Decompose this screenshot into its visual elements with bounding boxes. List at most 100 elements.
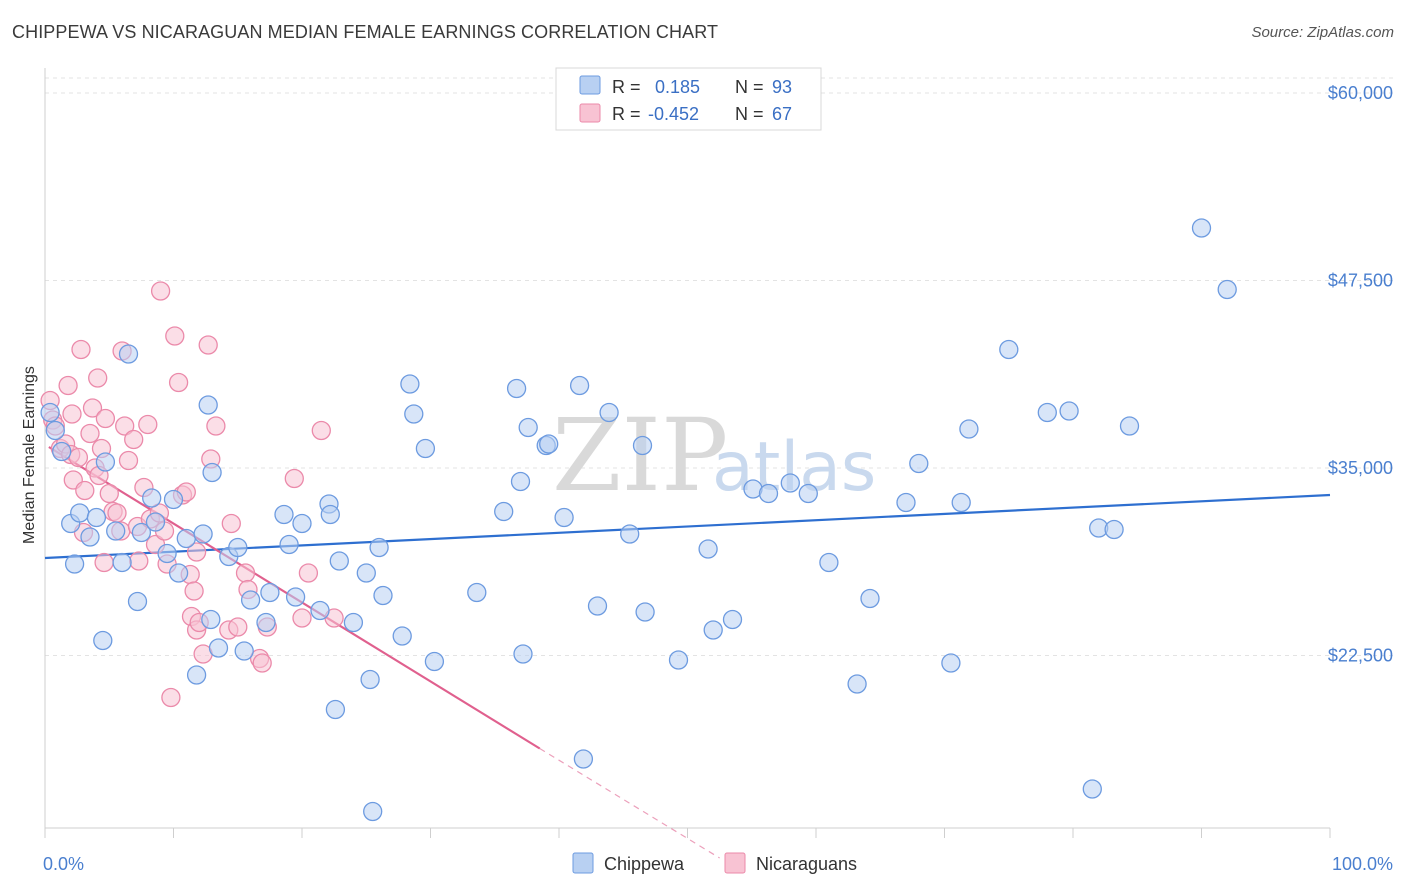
chippewa-point-37 xyxy=(310,600,330,621)
nicaraguan-point-28 xyxy=(124,429,144,450)
chippewa-point-86 xyxy=(1037,402,1057,423)
y-tick-labels: $22,500 $35,000 $47,500 $60,000 xyxy=(1328,83,1393,666)
chippewa-point-14 xyxy=(131,522,152,543)
chippewa-point-35 xyxy=(285,587,306,607)
chippewa-point-85 xyxy=(999,339,1019,360)
legend-swatch-nicaraguan xyxy=(579,103,601,123)
nicaraguan-points xyxy=(40,281,344,708)
chippewa-point-25 xyxy=(202,462,222,483)
chippewa-point-24 xyxy=(201,609,221,630)
chippewa-trend-line xyxy=(44,493,1331,560)
nicaraguan-point-27 xyxy=(118,450,139,471)
chippewa-point-62 xyxy=(569,375,590,396)
legend-r-label-chippewa: R = xyxy=(612,77,641,97)
chippewa-point-49 xyxy=(400,374,420,394)
watermark-zip: ZIP xyxy=(552,397,728,514)
chippewa-point-6 xyxy=(80,527,100,547)
chippewa-points xyxy=(40,218,1237,822)
chippewa-point-65 xyxy=(599,402,619,423)
chippewa-point-2 xyxy=(52,441,72,462)
stats-legend: R = 0.185 N = 93 R = -0.452 N = 67 xyxy=(555,67,822,131)
nicaraguan-point-23 xyxy=(107,503,127,523)
chippewa-point-50 xyxy=(404,404,424,424)
chippewa-point-58 xyxy=(510,471,531,492)
legend-n-label-nicaraguan: N = xyxy=(735,104,764,124)
chippewa-point-29 xyxy=(234,641,254,661)
chippewa-point-41 xyxy=(325,699,346,720)
chippewa-point-87 xyxy=(1059,401,1079,421)
chippewa-point-1 xyxy=(45,420,65,441)
chippewa-point-42 xyxy=(343,612,364,633)
nicaraguan-point-21 xyxy=(99,483,119,504)
nicaraguan-point-55 xyxy=(221,513,241,534)
chippewa-point-47 xyxy=(373,585,393,606)
chippewa-point-46 xyxy=(369,537,389,558)
nicaraguan-point-41 xyxy=(168,372,189,393)
chippewa-point-48 xyxy=(392,626,412,646)
chippewa-point-43 xyxy=(356,563,376,583)
nicaraguan-point-16 xyxy=(88,368,108,388)
chippewa-point-20 xyxy=(176,528,196,549)
nicaraguan-point-13 xyxy=(80,423,100,444)
nicaraguan-point-10 xyxy=(71,339,91,360)
chippewa-point-5 xyxy=(70,503,90,523)
chippewa-point-90 xyxy=(1104,519,1124,540)
nicaraguan-point-14 xyxy=(82,398,103,418)
chippewa-point-44 xyxy=(360,669,380,690)
nicaraguan-point-9 xyxy=(68,447,89,468)
chippewa-point-63 xyxy=(573,749,594,769)
legend-r-value-nicaraguan: -0.452 xyxy=(648,104,699,124)
chippewa-point-17 xyxy=(157,543,177,564)
chippewa-point-68 xyxy=(635,602,655,622)
chippewa-point-74 xyxy=(758,483,779,504)
chippewa-point-18 xyxy=(163,489,184,510)
chippewa-point-67 xyxy=(632,435,653,456)
chippewa-point-12 xyxy=(118,344,139,364)
chippewa-point-15 xyxy=(142,488,162,508)
chippewa-point-16 xyxy=(145,512,166,532)
chippewa-point-33 xyxy=(274,504,294,525)
chippewa-point-21 xyxy=(186,665,207,685)
chippewa-point-32 xyxy=(260,582,280,603)
watermark-atlas: atlas xyxy=(712,428,876,507)
x-tick-label-0: 0.0% xyxy=(43,854,84,874)
chippewa-point-78 xyxy=(847,674,867,694)
chippewa-point-88 xyxy=(1082,779,1102,799)
legend-swatch-chippewa xyxy=(579,75,601,95)
series-legend-label-nicaraguan: Nicaraguans xyxy=(756,854,857,874)
nicaraguan-point-39 xyxy=(161,687,181,708)
chippewa-point-40 xyxy=(329,551,349,571)
chippewa-point-45 xyxy=(363,801,383,822)
chippewa-point-77 xyxy=(819,552,839,573)
chippewa-point-57 xyxy=(518,417,538,438)
legend-n-value-chippewa: 93 xyxy=(772,77,792,97)
legend-n-label-chippewa: N = xyxy=(735,77,764,97)
nicaraguan-point-26 xyxy=(115,416,135,436)
chippewa-point-34 xyxy=(279,534,299,555)
y-tick-label-2: $47,500 xyxy=(1328,271,1393,291)
chippewa-point-92 xyxy=(1191,218,1212,238)
chippewa-point-70 xyxy=(698,539,718,559)
chippewa-point-9 xyxy=(95,452,116,472)
nicaraguan-point-56 xyxy=(228,617,248,637)
x-tick-labels: 0.0% 100.0% xyxy=(43,854,1393,874)
chippewa-point-10 xyxy=(106,521,126,541)
chippewa-point-75 xyxy=(780,473,800,493)
nicaraguan-point-46 xyxy=(184,581,204,601)
nicaraguan-point-19 xyxy=(94,552,114,573)
axes xyxy=(44,68,1331,838)
chippewa-point-22 xyxy=(193,524,213,544)
chippewa-point-93 xyxy=(1217,279,1237,300)
chippewa-point-54 xyxy=(494,501,514,522)
chippewa-point-76 xyxy=(798,483,818,504)
chippewa-point-71 xyxy=(703,620,723,640)
chippewa-point-55 xyxy=(506,378,527,399)
nicaraguan-point-63 xyxy=(292,608,312,628)
y-axis-label: Median Female Earnings xyxy=(21,366,38,544)
nicaraguan-point-53 xyxy=(206,416,226,436)
chippewa-point-19 xyxy=(168,563,189,583)
chippewa-point-81 xyxy=(909,453,929,474)
chippewa-point-39 xyxy=(320,504,340,525)
chippewa-point-69 xyxy=(668,650,689,670)
